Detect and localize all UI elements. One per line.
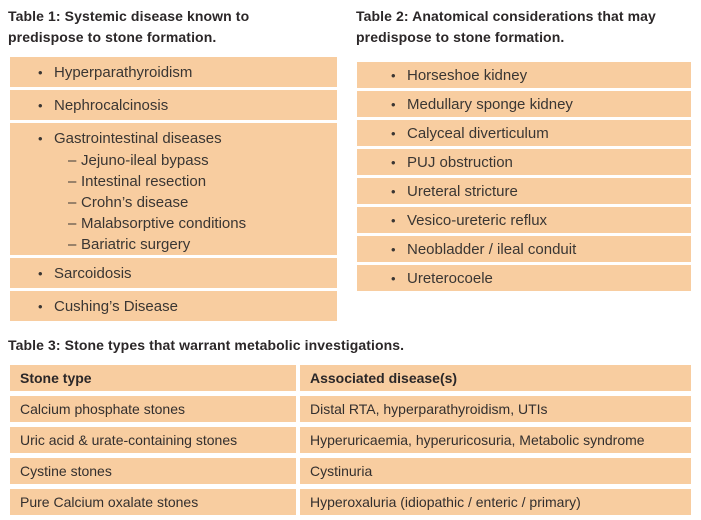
list-item-label: Ureterocoele (407, 269, 493, 287)
list-item-label: Gastrointestinal diseases (54, 129, 222, 147)
bullet-icon: • (391, 125, 396, 141)
table-header-cell: Stone type (10, 365, 296, 391)
dash-icon: – (68, 215, 77, 232)
table-cell: Pure Calcium oxalate stones (10, 489, 296, 515)
list-item: • Ureterocoele (357, 265, 691, 291)
table1-list: • Hyperparathyroidism • Nephrocalcinosis… (10, 57, 337, 324)
table-header-row: Stone type Associated disease(s) (10, 365, 691, 391)
list-item-label: Vesico-ureteric reflux (407, 211, 548, 229)
table-cell: Hyperoxaluria (idiopathic / enteric / pr… (300, 489, 691, 515)
dash-icon: – (68, 173, 77, 190)
list-item-label: Sarcoidosis (54, 264, 132, 282)
bullet-icon: • (391, 212, 396, 228)
sub-list-item-label: Jejuno-ileal bypass (81, 152, 209, 169)
bullet-icon: • (38, 265, 43, 281)
table-cell: Uric acid & urate-containing stones (10, 427, 296, 453)
list-item: • Calyceal diverticulum (357, 120, 691, 146)
table-cell: Calcium phosphate stones (10, 396, 296, 422)
bullet-icon: • (38, 97, 43, 113)
list-item-label: Hyperparathyroidism (54, 63, 193, 81)
bullet-icon: • (391, 241, 396, 257)
list-item: • Vesico-ureteric reflux (357, 207, 691, 233)
list-item: • Sarcoidosis (10, 258, 337, 288)
bullet-icon: • (38, 298, 43, 314)
list-item: • Horseshoe kidney (357, 62, 691, 88)
sub-list-item: – Bariatric surgery (10, 234, 337, 255)
table-cell: Distal RTA, hyperparathyroidism, UTIs (300, 396, 691, 422)
table-row: Pure Calcium oxalate stones Hyperoxaluri… (10, 489, 691, 515)
bullet-icon: • (38, 130, 43, 146)
sub-list-item-label: Malabsorptive conditions (81, 215, 247, 232)
list-item-label: Calyceal diverticulum (407, 124, 549, 142)
table1-title: Table 1: Systemic disease known to predi… (8, 8, 250, 45)
bullet-icon: • (38, 64, 43, 80)
sub-list-item-label: Crohn’s disease (81, 194, 189, 211)
list-item: • Ureteral stricture (357, 178, 691, 204)
list-item: • Hyperparathyroidism (10, 57, 337, 87)
table-cell: Cystinuria (300, 458, 691, 484)
list-item-label: Nephrocalcinosis (54, 96, 169, 114)
list-item: • Cushing’s Disease (10, 291, 337, 321)
dash-icon: – (68, 194, 77, 211)
dash-icon: – (68, 152, 77, 169)
table-cell: Cystine stones (10, 458, 296, 484)
bullet-icon: • (391, 270, 396, 286)
table2-list: • Horseshoe kidney • Medullary sponge ki… (357, 62, 691, 294)
sub-list-item-label: Intestinal resection (81, 173, 207, 190)
list-item: • Medullary sponge kidney (357, 91, 691, 117)
sub-list-item-label: Bariatric surgery (81, 236, 191, 253)
sub-list-item: – Intestinal resection (10, 171, 337, 192)
table3: Stone type Associated disease(s) Calcium… (10, 365, 691, 520)
table-header-cell: Associated disease(s) (300, 365, 691, 391)
sub-list-item: – Crohn’s disease (10, 192, 337, 213)
list-item-label: PUJ obstruction (407, 153, 513, 171)
list-item: • Nephrocalcinosis (10, 90, 337, 120)
list-item: • Neobladder / ileal conduit (357, 236, 691, 262)
bullet-icon: • (391, 96, 396, 112)
list-item-label: Neobladder / ileal conduit (407, 240, 577, 258)
bullet-icon: • (391, 154, 396, 170)
bullet-icon: • (391, 183, 396, 199)
list-item: • Gastrointestinal diseases – Jejuno-ile… (10, 123, 337, 255)
table-row: Uric acid & urate-containing stones Hype… (10, 427, 691, 453)
bullet-icon: • (391, 67, 396, 83)
sub-list-item: – Jejuno-ileal bypass (10, 150, 337, 171)
sub-list-item: – Malabsorptive conditions (10, 213, 337, 234)
dash-icon: – (68, 236, 77, 253)
list-item: • PUJ obstruction (357, 149, 691, 175)
list-item-label: Cushing’s Disease (54, 297, 178, 315)
table3-title: Table 3: Stone types that warrant metabo… (8, 337, 405, 353)
list-item-label: Ureteral stricture (407, 182, 518, 200)
table-row: Calcium phosphate stones Distal RTA, hyp… (10, 396, 691, 422)
table2-title: Table 2: Anatomical considerations that … (356, 8, 656, 45)
list-item-label: Medullary sponge kidney (407, 95, 573, 113)
table-row: Cystine stones Cystinuria (10, 458, 691, 484)
list-item-label: Horseshoe kidney (407, 66, 528, 84)
table-cell: Hyperuricaemia, hyperuricosuria, Metabol… (300, 427, 691, 453)
